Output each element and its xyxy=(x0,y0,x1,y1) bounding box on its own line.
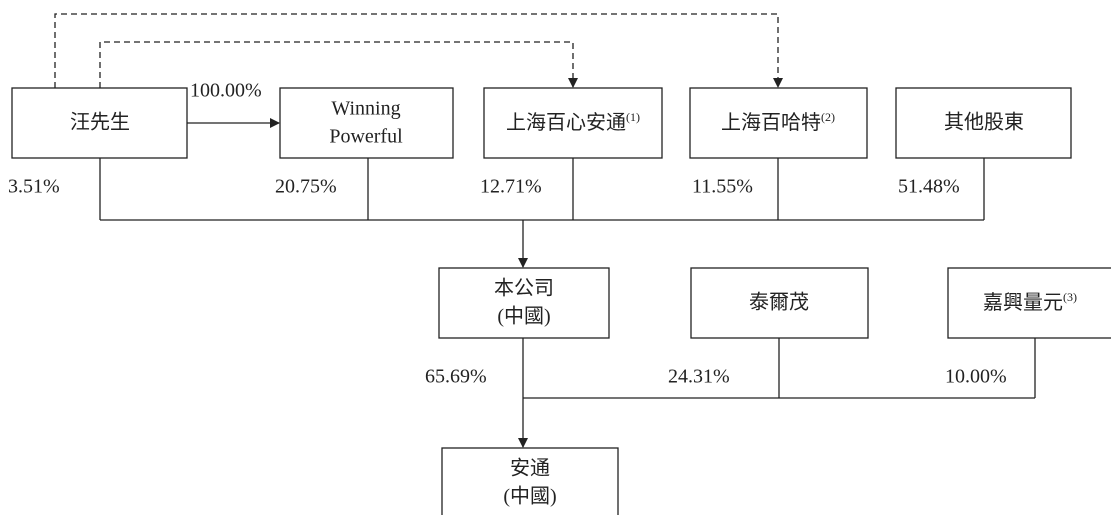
node-box xyxy=(441,447,619,515)
percentage: 24.31% xyxy=(668,366,730,388)
dashed-connector xyxy=(54,13,783,88)
node-label: 上海百哈特(2) xyxy=(721,110,835,134)
node-box xyxy=(947,267,1111,339)
node-box xyxy=(689,87,868,159)
node-label: 其他股東 xyxy=(944,111,1024,134)
node-label: 本公司 xyxy=(494,277,554,300)
node-label: 泰爾茂 xyxy=(749,291,809,314)
percentage: 51.48% xyxy=(898,176,960,198)
node-label: 汪先生 xyxy=(70,111,130,134)
node-box xyxy=(483,87,663,159)
dashed-connector xyxy=(99,41,578,88)
percentage: 100.00% xyxy=(190,80,262,102)
node-label: Winning xyxy=(331,98,400,120)
node-label: 安通 xyxy=(510,457,550,480)
percentage: 12.71% xyxy=(480,176,542,198)
node-box xyxy=(279,87,454,159)
node-box xyxy=(895,87,1072,159)
percentage: 11.55% xyxy=(692,176,753,198)
node-label: 上海百心安通(1) xyxy=(506,110,640,134)
percentage: 10.00% xyxy=(945,366,1007,388)
percentage: 20.75% xyxy=(275,176,337,198)
node-label: (中國) xyxy=(497,305,550,328)
node-box xyxy=(438,267,610,339)
node-label: (中國) xyxy=(503,485,556,508)
percentage: 3.51% xyxy=(8,176,60,198)
node-label: Powerful xyxy=(329,126,403,148)
node-box xyxy=(690,267,869,339)
node-label: 嘉興量元(3) xyxy=(983,290,1077,314)
node-box xyxy=(11,87,188,159)
percentage: 65.69% xyxy=(425,366,487,388)
